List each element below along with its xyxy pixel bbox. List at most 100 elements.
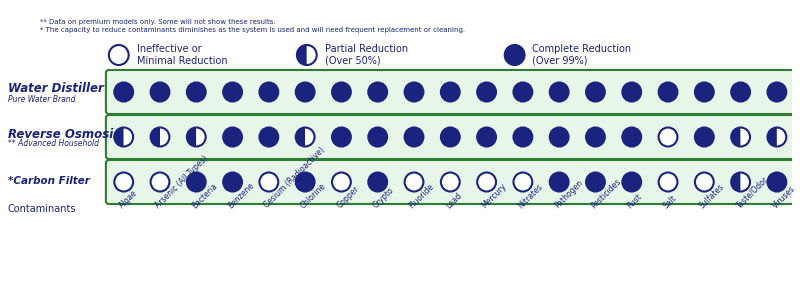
Text: Copper: Copper (335, 184, 361, 210)
Text: Benzene: Benzene (226, 180, 256, 210)
Circle shape (187, 172, 206, 191)
Circle shape (332, 127, 351, 146)
Circle shape (368, 172, 387, 191)
Text: Fluoride: Fluoride (408, 182, 436, 210)
Circle shape (109, 45, 129, 65)
Text: Taste/Odor: Taste/Odor (734, 175, 770, 210)
Circle shape (223, 127, 242, 146)
Text: Reverse Osmosis: Reverse Osmosis (8, 127, 120, 140)
Text: Salt: Salt (662, 193, 678, 210)
Circle shape (586, 82, 605, 101)
Circle shape (114, 172, 133, 191)
Wedge shape (741, 127, 750, 146)
Text: Cesium (Radioactive): Cesium (Radioactive) (262, 146, 326, 210)
Circle shape (695, 127, 714, 146)
Circle shape (550, 172, 569, 191)
Text: *Carbon Filter: *Carbon Filter (8, 176, 90, 186)
Circle shape (223, 82, 242, 101)
Circle shape (296, 172, 314, 191)
Circle shape (514, 127, 532, 146)
Circle shape (441, 172, 460, 191)
Wedge shape (731, 172, 741, 191)
Circle shape (368, 82, 387, 101)
Circle shape (514, 82, 532, 101)
Wedge shape (296, 127, 305, 146)
Circle shape (514, 172, 532, 191)
Text: Viruses: Viruses (770, 184, 797, 210)
Circle shape (477, 82, 496, 101)
Circle shape (622, 82, 641, 101)
Circle shape (505, 45, 525, 65)
Wedge shape (114, 127, 124, 146)
Wedge shape (741, 172, 750, 191)
Wedge shape (305, 127, 314, 146)
Circle shape (223, 172, 242, 191)
Circle shape (622, 172, 641, 191)
FancyBboxPatch shape (106, 160, 794, 204)
Text: Partial Reduction
(Over 50%): Partial Reduction (Over 50%) (325, 44, 408, 66)
Text: ** Data on premium models only. Some will not show these results.: ** Data on premium models only. Some wil… (39, 19, 275, 25)
Wedge shape (124, 127, 133, 146)
Text: Chlorine: Chlorine (298, 181, 328, 210)
Circle shape (259, 127, 278, 146)
Circle shape (114, 82, 133, 101)
Text: ** Advanced Household: ** Advanced Household (8, 140, 99, 149)
Circle shape (332, 172, 351, 191)
Wedge shape (297, 45, 306, 65)
Circle shape (296, 82, 314, 101)
Circle shape (477, 172, 496, 191)
Circle shape (332, 82, 351, 101)
Circle shape (441, 82, 460, 101)
Circle shape (767, 82, 786, 101)
Text: Complete Reduction
(Over 99%): Complete Reduction (Over 99%) (533, 44, 631, 66)
Text: Mercury: Mercury (480, 182, 509, 210)
Circle shape (441, 127, 460, 146)
Text: Arsenic (All Types): Arsenic (All Types) (154, 154, 210, 210)
Wedge shape (306, 45, 317, 65)
Text: Lead: Lead (444, 191, 463, 210)
Text: Rust: Rust (626, 191, 644, 210)
Text: Contaminants: Contaminants (8, 204, 77, 214)
Circle shape (695, 172, 714, 191)
Circle shape (550, 82, 569, 101)
Text: Algae: Algae (118, 188, 139, 210)
Circle shape (622, 127, 641, 146)
Text: Nitrates: Nitrates (517, 182, 545, 210)
Text: Sulfates: Sulfates (698, 182, 726, 210)
Circle shape (259, 172, 278, 191)
Text: Bacteria: Bacteria (190, 181, 219, 210)
Wedge shape (150, 127, 160, 146)
Circle shape (405, 82, 423, 101)
Circle shape (731, 82, 750, 101)
Circle shape (695, 82, 714, 101)
Circle shape (658, 172, 678, 191)
FancyBboxPatch shape (106, 70, 794, 114)
Circle shape (150, 172, 170, 191)
Circle shape (586, 127, 605, 146)
Circle shape (550, 127, 569, 146)
Circle shape (658, 127, 678, 146)
Circle shape (658, 82, 678, 101)
Text: * The capacity to reduce contaminants diminishes as the system is used and will : * The capacity to reduce contaminants di… (39, 27, 465, 33)
Text: Water Distiller: Water Distiller (8, 82, 104, 95)
Text: Pure Water Brand: Pure Water Brand (8, 95, 75, 104)
Circle shape (187, 82, 206, 101)
Circle shape (405, 172, 423, 191)
Circle shape (586, 172, 605, 191)
Circle shape (477, 127, 496, 146)
Wedge shape (196, 127, 206, 146)
Circle shape (368, 127, 387, 146)
Circle shape (259, 82, 278, 101)
FancyBboxPatch shape (106, 115, 794, 159)
Wedge shape (767, 127, 777, 146)
Text: Crypto: Crypto (371, 185, 396, 210)
Circle shape (767, 172, 786, 191)
Text: Pesticides: Pesticides (589, 177, 622, 210)
Wedge shape (187, 127, 196, 146)
Wedge shape (160, 127, 170, 146)
Circle shape (150, 82, 170, 101)
Circle shape (405, 127, 423, 146)
Text: Pathogen: Pathogen (553, 178, 585, 210)
Wedge shape (777, 127, 786, 146)
Text: Ineffective or
Minimal Reduction: Ineffective or Minimal Reduction (137, 44, 227, 66)
